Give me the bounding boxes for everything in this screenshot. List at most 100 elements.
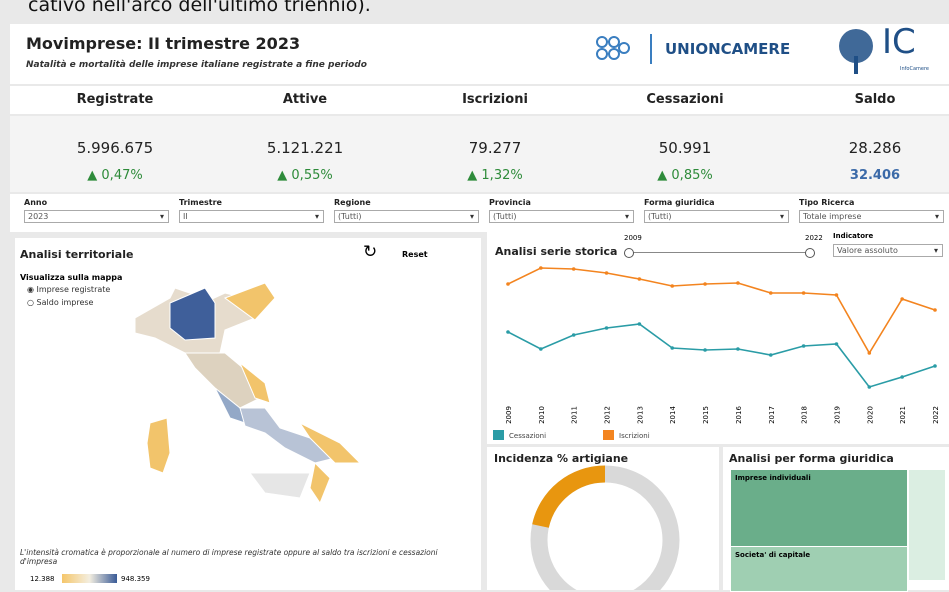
series-line [507,323,936,388]
point [703,282,707,286]
point [801,291,806,295]
point [736,347,740,351]
point [867,385,872,389]
x-tick-label: 2009 [505,406,513,424]
point [768,353,773,357]
panel-title: Analisi territoriale [20,248,134,261]
radio[interactable]: ◉ Imprese registrate [27,285,111,294]
radio-label: Saldo imprese [36,298,94,307]
indicator-select[interactable]: Valore assoluto [833,244,943,257]
x-tick-label: 2022 [932,406,940,424]
point [571,333,576,337]
x-tick-label: 2012 [604,406,612,424]
radio-label: Imprese registrate [36,285,111,294]
point [637,277,642,281]
x-tick-label: 2016 [735,406,743,424]
region [239,407,337,464]
title: Movimprese: II trimestre 2023 [26,34,301,53]
point [670,346,675,350]
map-note: L'intensità cromatica è proporzionale al… [20,548,438,566]
line-chart: 2009 2010 2011 2012 2013 2014 2015 2016 2017 2018… [505,266,940,424]
tile[interactable]: Societa' di capitale [730,546,908,592]
color-scale [62,574,117,583]
x-tick-label: 2015 [702,406,710,424]
header: Movimprese: II trimestre 2023 Natalità e… [10,22,949,84]
point [506,282,510,286]
line-legend: Cessazioni Iscrizioni [487,426,949,444]
filter-select[interactable]: (Tutti) [489,210,634,223]
kpi-change: ▲ 0,85% [657,168,713,183]
filter-select[interactable]: Totale imprese [799,210,944,223]
kpi-value: 5.996.675 [76,139,154,157]
series-panel: Analisi serie storica 2009 2022 Indicato… [487,232,949,440]
kpi-label: Attive [282,92,328,107]
filter-select[interactable]: 2023 [24,210,169,223]
x-tick-label: 2014 [669,406,677,424]
slider-track [627,252,812,253]
select-value: (Tutti) [338,212,362,221]
select-value: Valore assoluto [837,246,898,255]
radio[interactable]: ○ Saldo imprese [27,298,94,307]
x-tick-label: 2017 [768,406,776,424]
legend-swatch [493,430,504,440]
filter-select[interactable]: (Tutti) [334,210,479,223]
kpi-label: Registrate [76,92,154,107]
select-value: (Tutti) [648,212,672,221]
kpi-value: 79.277 [468,139,522,157]
logo-text: UNIONCAMERE [665,40,791,58]
x-tick-label: 2019 [833,406,841,424]
point [736,281,740,285]
point [768,291,773,295]
filter-select[interactable]: (Tutti) [644,210,789,223]
filter-label: Regione [334,198,371,207]
reset-icon[interactable]: ↻ [363,242,378,262]
point [703,348,707,352]
map [134,282,362,505]
legend-label: Cessazioni [509,432,547,440]
point [834,293,839,297]
slider-to: 2022 [805,234,823,242]
island [146,417,171,474]
indicator-label: Indicatore [833,232,874,240]
panel-title: Analisi per forma giuridica [729,452,894,465]
kpi-label: Cessazioni [646,92,724,107]
x-tick-label: 2010 [538,406,546,424]
x-tick-label: 2011 [571,406,579,424]
tile[interactable] [908,469,946,581]
x-tick-label: 2018 [801,406,809,424]
tile-label: Societa' di capitale [735,551,811,559]
x-tick-label: 2020 [866,406,874,424]
select-value: 2023 [28,212,49,221]
donut-chart [530,465,680,590]
region [309,461,331,505]
island [249,472,311,499]
point [539,347,543,351]
point [867,351,872,355]
filter-label: Forma giuridica [644,198,715,207]
filter-select[interactable]: II [179,210,324,223]
panel-title: Incidenza % artigiane [494,452,629,465]
kpi-label: Iscrizioni [462,92,528,107]
tile[interactable]: Imprese individuali [730,469,908,547]
filter-label: Provincia [489,198,531,207]
point [900,375,904,379]
logo-ic: IC [882,22,916,62]
point [670,284,675,288]
slider-handle[interactable] [805,248,815,258]
region [169,287,216,341]
series-line [507,267,936,355]
point [933,364,937,368]
select-value: Totale imprese [803,212,862,221]
reset[interactable]: Reset [402,250,428,259]
logo-sub: InfoCamere [900,66,929,72]
point [604,271,609,275]
point [506,330,510,334]
scale-min: 12.388 [30,575,55,583]
kpi-change: ▲ 0,55% [277,168,333,183]
region [298,421,362,464]
filter-label: Trimestre [179,198,222,207]
slider-handle[interactable] [624,248,634,258]
filter-label: Anno [24,198,48,207]
kpi-label: Saldo [854,92,896,107]
point [604,326,609,330]
